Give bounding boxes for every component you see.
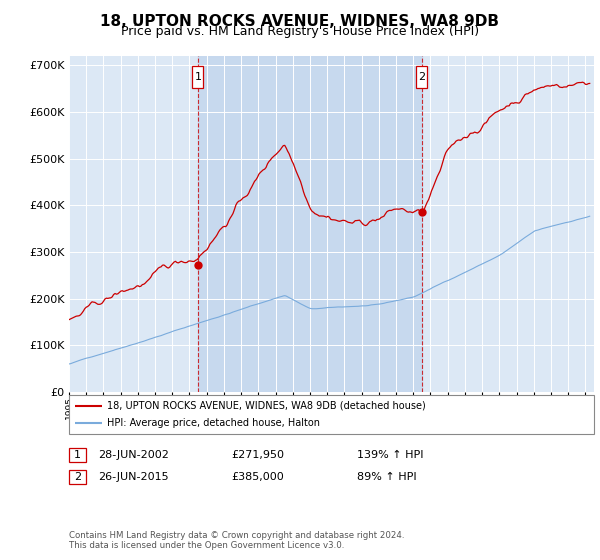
- Text: 18, UPTON ROCKS AVENUE, WIDNES, WA8 9DB (detached house): 18, UPTON ROCKS AVENUE, WIDNES, WA8 9DB …: [107, 401, 425, 411]
- Text: 28-JUN-2002: 28-JUN-2002: [98, 450, 169, 460]
- Text: 26-JUN-2015: 26-JUN-2015: [98, 472, 169, 482]
- Text: £385,000: £385,000: [231, 472, 284, 482]
- Text: 139% ↑ HPI: 139% ↑ HPI: [357, 450, 424, 460]
- Bar: [193, 66, 203, 88]
- Bar: [416, 66, 427, 88]
- Text: 18, UPTON ROCKS AVENUE, WIDNES, WA8 9DB: 18, UPTON ROCKS AVENUE, WIDNES, WA8 9DB: [101, 14, 499, 29]
- Bar: [198, 56, 422, 392]
- Text: HPI: Average price, detached house, Halton: HPI: Average price, detached house, Halt…: [107, 418, 320, 428]
- Text: Contains HM Land Registry data © Crown copyright and database right 2024.
This d: Contains HM Land Registry data © Crown c…: [69, 530, 404, 550]
- Text: 89% ↑ HPI: 89% ↑ HPI: [357, 472, 416, 482]
- Text: £271,950: £271,950: [231, 450, 284, 460]
- Text: 2: 2: [418, 72, 425, 82]
- Text: 1: 1: [74, 450, 81, 460]
- Text: Price paid vs. HM Land Registry's House Price Index (HPI): Price paid vs. HM Land Registry's House …: [121, 25, 479, 38]
- Text: 1: 1: [194, 72, 202, 82]
- Text: 2: 2: [74, 472, 81, 482]
